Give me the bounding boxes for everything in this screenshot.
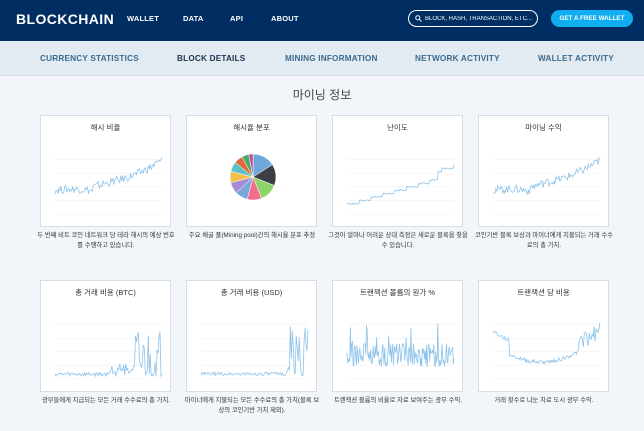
- sub-navigation: CURRENCY STATISTICS BLOCK DETAILS MINING…: [0, 41, 644, 76]
- total-fees-btc-chart: [54, 324, 163, 380]
- series-line: [54, 156, 163, 195]
- card-description: 트랜잭션 볼륨의 비율로 자료 보여주는 광부 수익.: [333, 397, 463, 404]
- mining-revenue-chart: [492, 156, 601, 215]
- nav-data[interactable]: DATA: [183, 14, 204, 23]
- chart-card-cost-percent-volume[interactable]: 트랜잭션 볼륨의 원가 %: [332, 280, 463, 392]
- nav-api[interactable]: API: [230, 14, 244, 23]
- search-icon: [415, 15, 422, 22]
- chart-card-hash-distribution[interactable]: 해시율 분포: [186, 115, 317, 227]
- pie-slice: [248, 153, 254, 178]
- chart-card-mining-revenue[interactable]: 마이닝 수익: [478, 115, 609, 227]
- top-header: BLOCKCHAIN WALLET DATA API ABOUT GET A F…: [0, 0, 644, 41]
- chart-card-difficulty[interactable]: 난이도: [332, 115, 463, 227]
- card-description: 광부들에게 지급되는 모든 거래 수수료의 총 가치.: [41, 397, 171, 404]
- search-box[interactable]: [408, 10, 538, 27]
- cost-per-transaction-chart: [492, 322, 601, 380]
- difficulty-chart: [346, 159, 455, 215]
- nav-wallet[interactable]: WALLET: [127, 14, 160, 23]
- hash-rate-chart: [54, 156, 163, 215]
- series-line: [492, 156, 601, 196]
- page-title: 마이닝 정보: [292, 88, 352, 102]
- chart-title: 총 거래 비용 (USD): [220, 288, 283, 297]
- chart-card-total-fees-btc[interactable]: 총 거래 비용 (BTC): [40, 280, 171, 392]
- card-description: 주요 채굴 풀(Mining pool)간의 해시율 분포 추정: [188, 232, 316, 239]
- chart-title: 트랜잭션 볼륨의 원가 %: [359, 288, 436, 297]
- chart-card-total-fees-usd[interactable]: 총 거래 비용 (USD): [186, 280, 317, 392]
- hash-distribution-pie: [229, 153, 277, 201]
- chart-card-hash-rate[interactable]: 해시 비율: [40, 115, 171, 227]
- series-line: [492, 322, 601, 365]
- card-description: 두 번째 비트 코인 네트워크 당 테라 해시의 예상 번호를 수행하고 있습니…: [37, 232, 175, 249]
- series-line: [346, 323, 455, 368]
- logo[interactable]: BLOCKCHAIN: [16, 11, 115, 27]
- card-description: 그것이 얼마나 어려운 상대 측정은 새로운 블록을 찾을 수 있습니다.: [328, 232, 468, 249]
- chart-title: 마이닝 수익: [525, 123, 562, 132]
- get-free-wallet-button[interactable]: GET A FREE WALLET: [551, 10, 633, 27]
- series-line: [54, 331, 163, 378]
- series-line: [200, 326, 309, 377]
- chart-title: 해시율 분포: [233, 123, 270, 132]
- nav-about[interactable]: ABOUT: [271, 14, 299, 23]
- search-input[interactable]: [425, 13, 535, 25]
- series-line: [346, 164, 455, 205]
- chart-title: 해시 비율: [90, 123, 121, 132]
- tab-currency-statistics[interactable]: CURRENCY STATISTICS: [40, 54, 139, 63]
- total-fees-usd-chart: [200, 324, 309, 380]
- cost-percent-volume-chart: [346, 323, 455, 380]
- card-description: 코인기반 블록 보상과 마이너에게 지불되는 거래 수수료의 총 가치.: [475, 232, 613, 249]
- tab-network-activity[interactable]: NETWORK ACTIVITY: [415, 54, 500, 63]
- card-description: 거래 횟수로 나눈 자료 도시 광부 수익.: [494, 397, 594, 404]
- tab-block-details[interactable]: BLOCK DETAILS: [177, 54, 246, 63]
- chart-title: 트랜잭션 당 비용: [517, 288, 570, 297]
- tab-mining-information[interactable]: MINING INFORMATION: [285, 54, 378, 63]
- tab-wallet-activity[interactable]: WALLET ACTIVITY: [538, 54, 614, 63]
- chart-title: 난이도: [387, 123, 408, 132]
- chart-card-cost-per-transaction[interactable]: 트랜잭션 당 비용: [478, 280, 609, 392]
- card-description: 마이너에게 지불되는 모든 수수료의 총 가치(블록 보상의 코인기반 가치 제…: [184, 397, 320, 414]
- chart-title: 총 거래 비용 (BTC): [75, 288, 136, 297]
